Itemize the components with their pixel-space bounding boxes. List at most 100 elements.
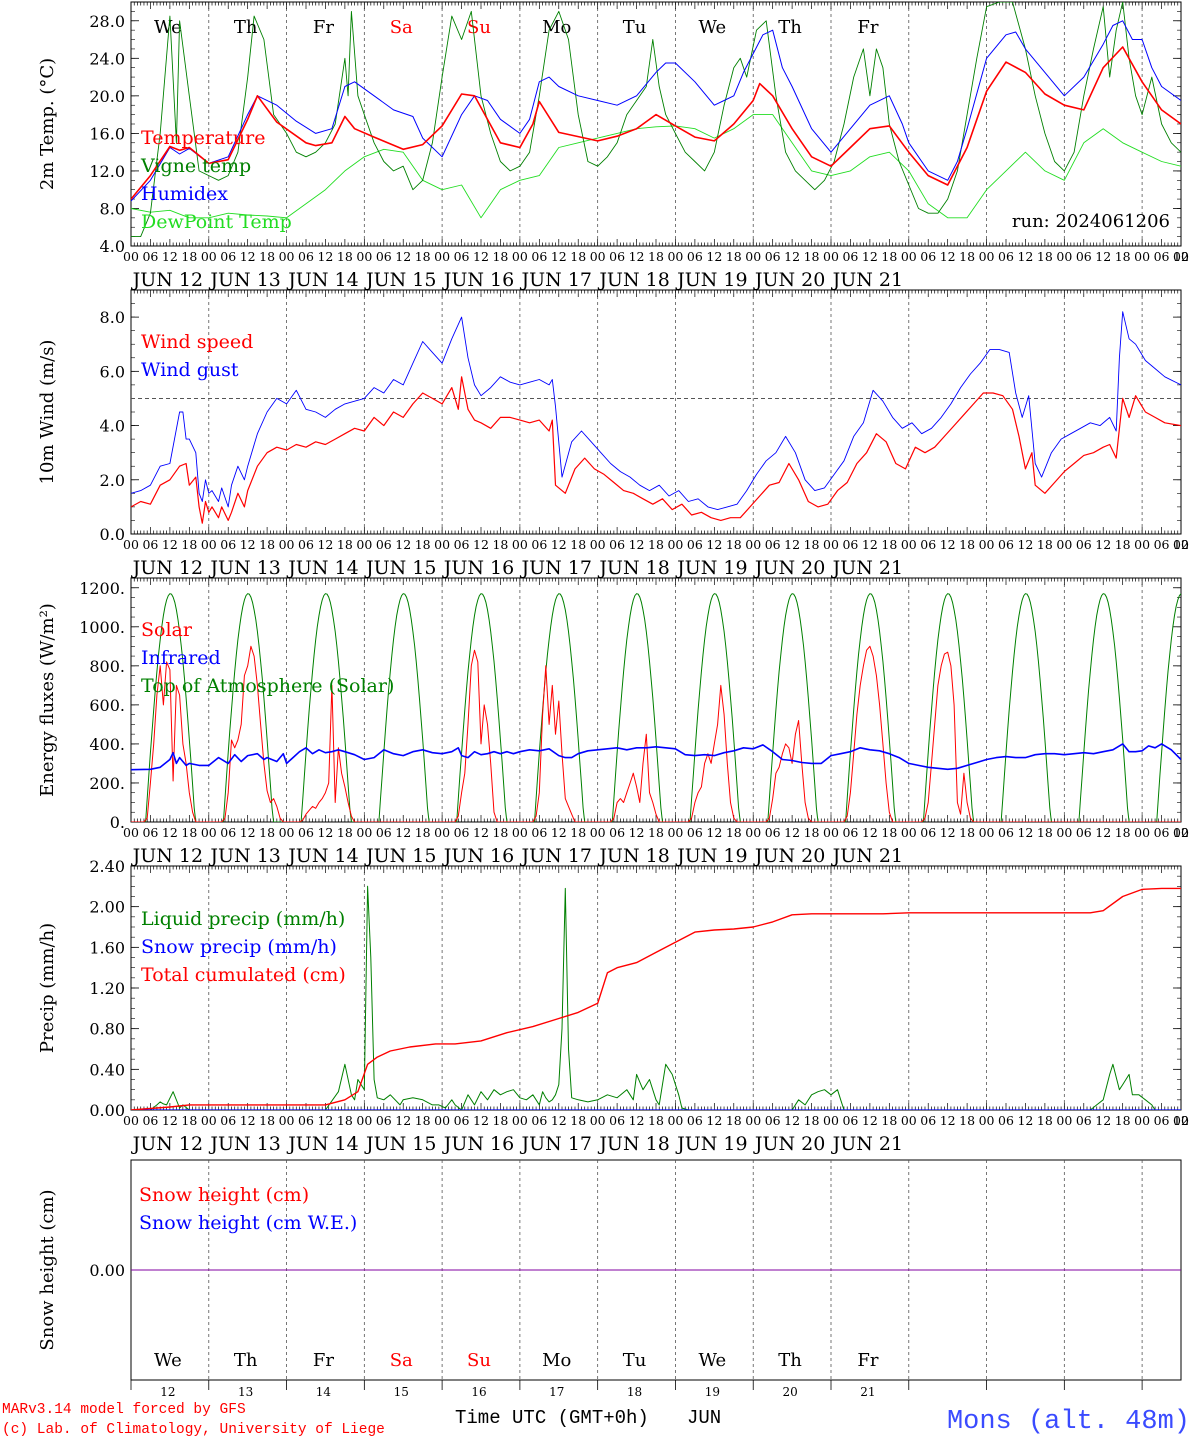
precip-hour-label: 12 (240, 1113, 256, 1128)
wind-hour-label: 00 (201, 537, 217, 552)
precip-hour-label: 18 (492, 1113, 508, 1128)
panels-group: 4.0 8.0 12.0 16.0 20.0 24.0 28.0 2m Temp. (°C) 0… (37, 1, 1189, 1399)
temperature-hour-label: 12 (940, 249, 956, 264)
precip-day-label: JUN 16 (442, 1133, 514, 1155)
energy-hour-label: 00 (1056, 825, 1072, 840)
wind-hour-label: 06 (454, 537, 470, 552)
snow-weekday-label: Su (467, 1350, 491, 1371)
energy-hour-label: 00 (979, 825, 995, 840)
x-axis-month: JUN (687, 1407, 721, 1429)
precip-hour-label: 06 (998, 1113, 1014, 1128)
temperature-weekday-label: We (698, 17, 726, 38)
energy-hour-label: 00 (123, 825, 139, 840)
temperature-hour-label: 06 (765, 249, 781, 264)
wind-hour-label: 12 (1017, 537, 1033, 552)
bottom-day-number: 19 (705, 1385, 720, 1399)
energy-hour-label: 06 (842, 825, 858, 840)
energy-frame (130, 577, 1182, 823)
energy-y-tick-label: 1000. (79, 618, 125, 637)
precip-data (131, 885, 1181, 1110)
energy-day-label: JUN 20 (753, 845, 825, 867)
precip-hour-label: 06 (920, 1113, 936, 1128)
wind-hour-label: 06 (998, 537, 1014, 552)
energy-day-label: JUN 18 (597, 845, 669, 867)
temperature-day-label: JUN 16 (442, 269, 514, 291)
temperature-weekday-label: Th (778, 17, 802, 38)
precip-hour-label: 00 (667, 1113, 683, 1128)
precip-hour-label: 00 (434, 1113, 450, 1128)
precip-y-tick-label: 0.00 (89, 1101, 125, 1120)
wind-day-label: JUN 18 (597, 557, 669, 579)
wind-hour-label: 18 (648, 537, 664, 552)
temperature-hour-label: 18 (726, 249, 742, 264)
wind-day-label: JUN 19 (675, 557, 747, 579)
bottom-day-number: 14 (316, 1385, 332, 1399)
wind-hour-label: 18 (415, 537, 431, 552)
energy-hour-label: 12 (395, 825, 411, 840)
wind-hour-label: 12 (629, 537, 645, 552)
energy-y-tick-label: 200. (89, 774, 125, 793)
wind-hour-label: 18 (959, 537, 975, 552)
temperature-series-dewpoint-temp (131, 114, 1181, 219)
temperature-hour-label: 18 (881, 249, 897, 264)
temperature-weekday-label: We (154, 17, 182, 38)
wind-hour-label: 06 (609, 537, 625, 552)
temperature-day-label: JUN 12 (131, 269, 203, 291)
wind-y-axis-label: 10m Wind (m/s) (37, 340, 58, 485)
wind-hour-label: 00 (512, 537, 528, 552)
precip-hour-label: 12 (1017, 1113, 1033, 1128)
temperature-weekday-label: Sa (390, 17, 413, 38)
precip-hour-label: 00 (745, 1113, 761, 1128)
energy-hour-label: 18 (1115, 825, 1131, 840)
energy-hour-label: 06 (376, 825, 392, 840)
energy-hour-label: 06 (298, 825, 314, 840)
energy-hour-label: 00 (745, 825, 761, 840)
toa-solar-line (131, 593, 1181, 822)
energy-hour-label: 00 (279, 825, 295, 840)
snow-weekday-label: Th (234, 1350, 258, 1371)
wind-hour-label: 12 (862, 537, 878, 552)
bottom-day-number: 18 (627, 1385, 642, 1399)
precip-hour-label: 18 (181, 1113, 197, 1128)
energy-hour-label: 12 (473, 825, 489, 840)
energy-y-tick-label: 800. (89, 657, 125, 676)
temperature-legend-item: Vigne temp (140, 155, 251, 177)
temperature-hour-label: 12 (862, 249, 878, 264)
temperature-hour-label: 00 (279, 249, 295, 264)
temperature-hour-label: 18 (648, 249, 664, 264)
snow-legend-item: Snow height (cm W.E.) (139, 1212, 357, 1234)
energy-hour-label: 12 (862, 825, 878, 840)
temperature-hour-label: 12 (551, 249, 567, 264)
temperature-hour-label: 00 (667, 249, 683, 264)
energy-hour-label: 12 (162, 825, 178, 840)
snow-y-tick-label: 0.00 (89, 1261, 125, 1280)
temperature-hour-label: 06 (998, 249, 1014, 264)
wind-hour-label: 18 (492, 537, 508, 552)
wind-hour-label: 18 (1115, 537, 1131, 552)
energy-hour-label: 00 (201, 825, 217, 840)
wind-hour-label: 00 (279, 537, 295, 552)
temperature-day-label: JUN 14 (286, 269, 358, 291)
precip-day-label: JUN 15 (364, 1133, 436, 1155)
temperature-series-vigne-temp (131, 2, 1181, 238)
wind-hour-label: 18 (259, 537, 275, 552)
temperature-hour-label: 18 (259, 249, 275, 264)
precip-hour-label: 18 (804, 1113, 820, 1128)
precip-hour-label: 18 (1037, 1113, 1053, 1128)
temperature-hour-label: 06 (842, 249, 858, 264)
wind-hour-label: 12 (706, 537, 722, 552)
wind-hour-label: 06 (1076, 537, 1092, 552)
wind-y-tick-label: 2.0 (100, 471, 125, 490)
energy-y-tick-label: 1200. (79, 579, 125, 598)
energy-day-label: JUN 17 (520, 845, 592, 867)
wind-day-label: JUN 16 (442, 557, 514, 579)
wind-hour-label: 06 (376, 537, 392, 552)
energy-series-solar (131, 645, 1181, 822)
energy-hour-label: 18 (881, 825, 897, 840)
energy-hour-label: 00 (1134, 825, 1150, 840)
temperature-hour-label: 06 (376, 249, 392, 264)
temperature-legend-item: Humidex (141, 183, 228, 205)
wind-hour-label: 18 (726, 537, 742, 552)
